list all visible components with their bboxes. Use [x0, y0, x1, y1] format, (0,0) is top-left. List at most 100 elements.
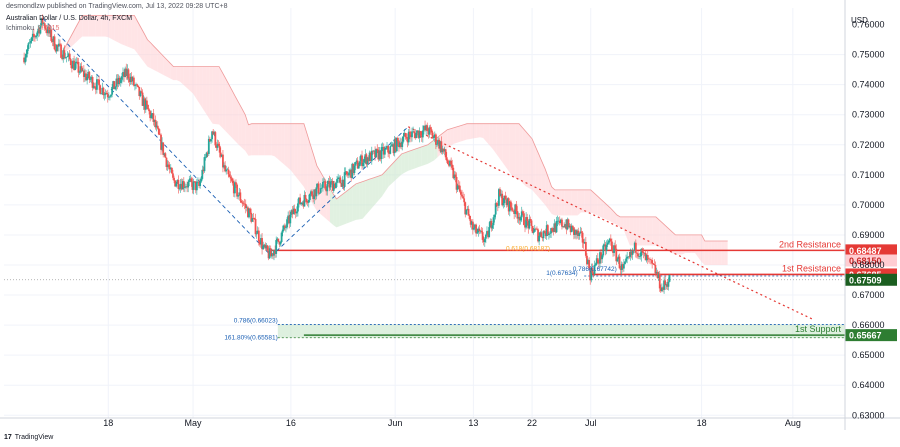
candle-body [240, 200, 243, 203]
candle-body [67, 53, 70, 57]
candle-body [442, 148, 445, 152]
candle-body [137, 85, 140, 87]
cloud-span-a [62, 15, 728, 242]
candle-body [115, 78, 118, 87]
cloud-segment [515, 123, 520, 180]
cloud-segment [385, 167, 389, 192]
candle-body [390, 145, 393, 147]
candle-body [558, 220, 561, 224]
candle-body [77, 61, 80, 73]
candle-body [608, 238, 611, 241]
cloud-segment [258, 123, 262, 156]
candle-body [288, 215, 291, 224]
candle-body [525, 217, 527, 228]
axes: 0.63000 0.64000 0.65000 0.66000 0.67000 0.680… [0, 0, 900, 430]
price-tag [845, 273, 897, 286]
candle-body [268, 248, 271, 259]
cloud-segment [453, 126, 458, 144]
candle-body [252, 217, 255, 219]
candle-body [184, 186, 186, 188]
candle-body [444, 149, 447, 158]
cloud-segment [505, 123, 510, 172]
candle-body [214, 132, 217, 146]
cloud-segment [261, 123, 265, 156]
candle-body [478, 228, 481, 231]
candle-body [93, 86, 96, 87]
candle-body [638, 256, 640, 257]
candle-body [544, 232, 547, 237]
candle-body [88, 71, 91, 80]
cloud-segment [248, 123, 252, 156]
candle-body [406, 138, 409, 143]
candle-body [43, 23, 46, 29]
candle-body [151, 113, 154, 115]
candle-body [257, 230, 260, 242]
candle-body [596, 258, 599, 263]
cloud-segment [212, 66, 216, 125]
candle-body [552, 231, 555, 232]
candle-body [350, 169, 353, 179]
candle-body [291, 210, 294, 215]
candle-body [161, 142, 163, 150]
candle-body [441, 148, 444, 153]
candle-body [659, 288, 662, 292]
candle-body [306, 202, 309, 203]
candle-body [330, 180, 333, 182]
candle-body [329, 181, 332, 188]
cloud-segment [580, 189, 585, 213]
indicator-value: 0.6815 [38, 25, 60, 32]
candle-body [122, 72, 124, 77]
candle-body [119, 79, 122, 83]
candle-body [365, 154, 368, 165]
candle-body [421, 130, 424, 138]
cloud-segment [574, 189, 578, 216]
cloud-segment [721, 240, 725, 266]
candle-body [446, 160, 449, 164]
candle-body [27, 43, 30, 50]
cloud-segment [623, 216, 627, 238]
cloud-segment [281, 123, 285, 165]
candle-body [501, 193, 504, 206]
candle-body [503, 195, 506, 204]
cloud-segment [698, 234, 702, 262]
cloud-segment [600, 198, 604, 219]
candle-body [207, 138, 210, 154]
candle-body [657, 273, 660, 278]
candle-body [633, 242, 636, 251]
candle-body [199, 181, 202, 187]
candle-body [295, 211, 298, 214]
candle-body [250, 212, 253, 222]
candle-body [338, 177, 341, 179]
candle-body [617, 256, 620, 260]
candle-body [426, 125, 429, 131]
candle-body [72, 60, 74, 69]
candle-body [245, 207, 248, 209]
cloud-segment [137, 21, 141, 58]
indicator-legend[interactable]: Ichimoku 0.6815 [6, 25, 59, 32]
candle-body [529, 219, 532, 221]
candle-body [263, 244, 266, 246]
candle-body [101, 87, 104, 94]
cloud-segment [704, 240, 709, 266]
cloud-segment [567, 189, 572, 216]
candle-body [65, 56, 68, 58]
cloud-segment [639, 216, 643, 246]
cloud-segment [193, 66, 197, 99]
cloud-segment [88, 15, 93, 37]
cloud-segment [668, 228, 673, 253]
level-label: 2nd Resistance [779, 239, 841, 249]
candle-body [440, 141, 443, 153]
candle-body [63, 50, 66, 59]
candle-body [152, 113, 155, 122]
cloud-segment [189, 66, 194, 94]
candle-body [153, 119, 156, 122]
candle-body [508, 201, 511, 212]
candle-body [631, 250, 634, 255]
tradingview-logo[interactable]: 17 TradingView [4, 434, 53, 441]
candle-body [258, 241, 261, 245]
candle-body [148, 109, 150, 112]
candle-body [432, 137, 435, 139]
candle-body [591, 268, 594, 273]
